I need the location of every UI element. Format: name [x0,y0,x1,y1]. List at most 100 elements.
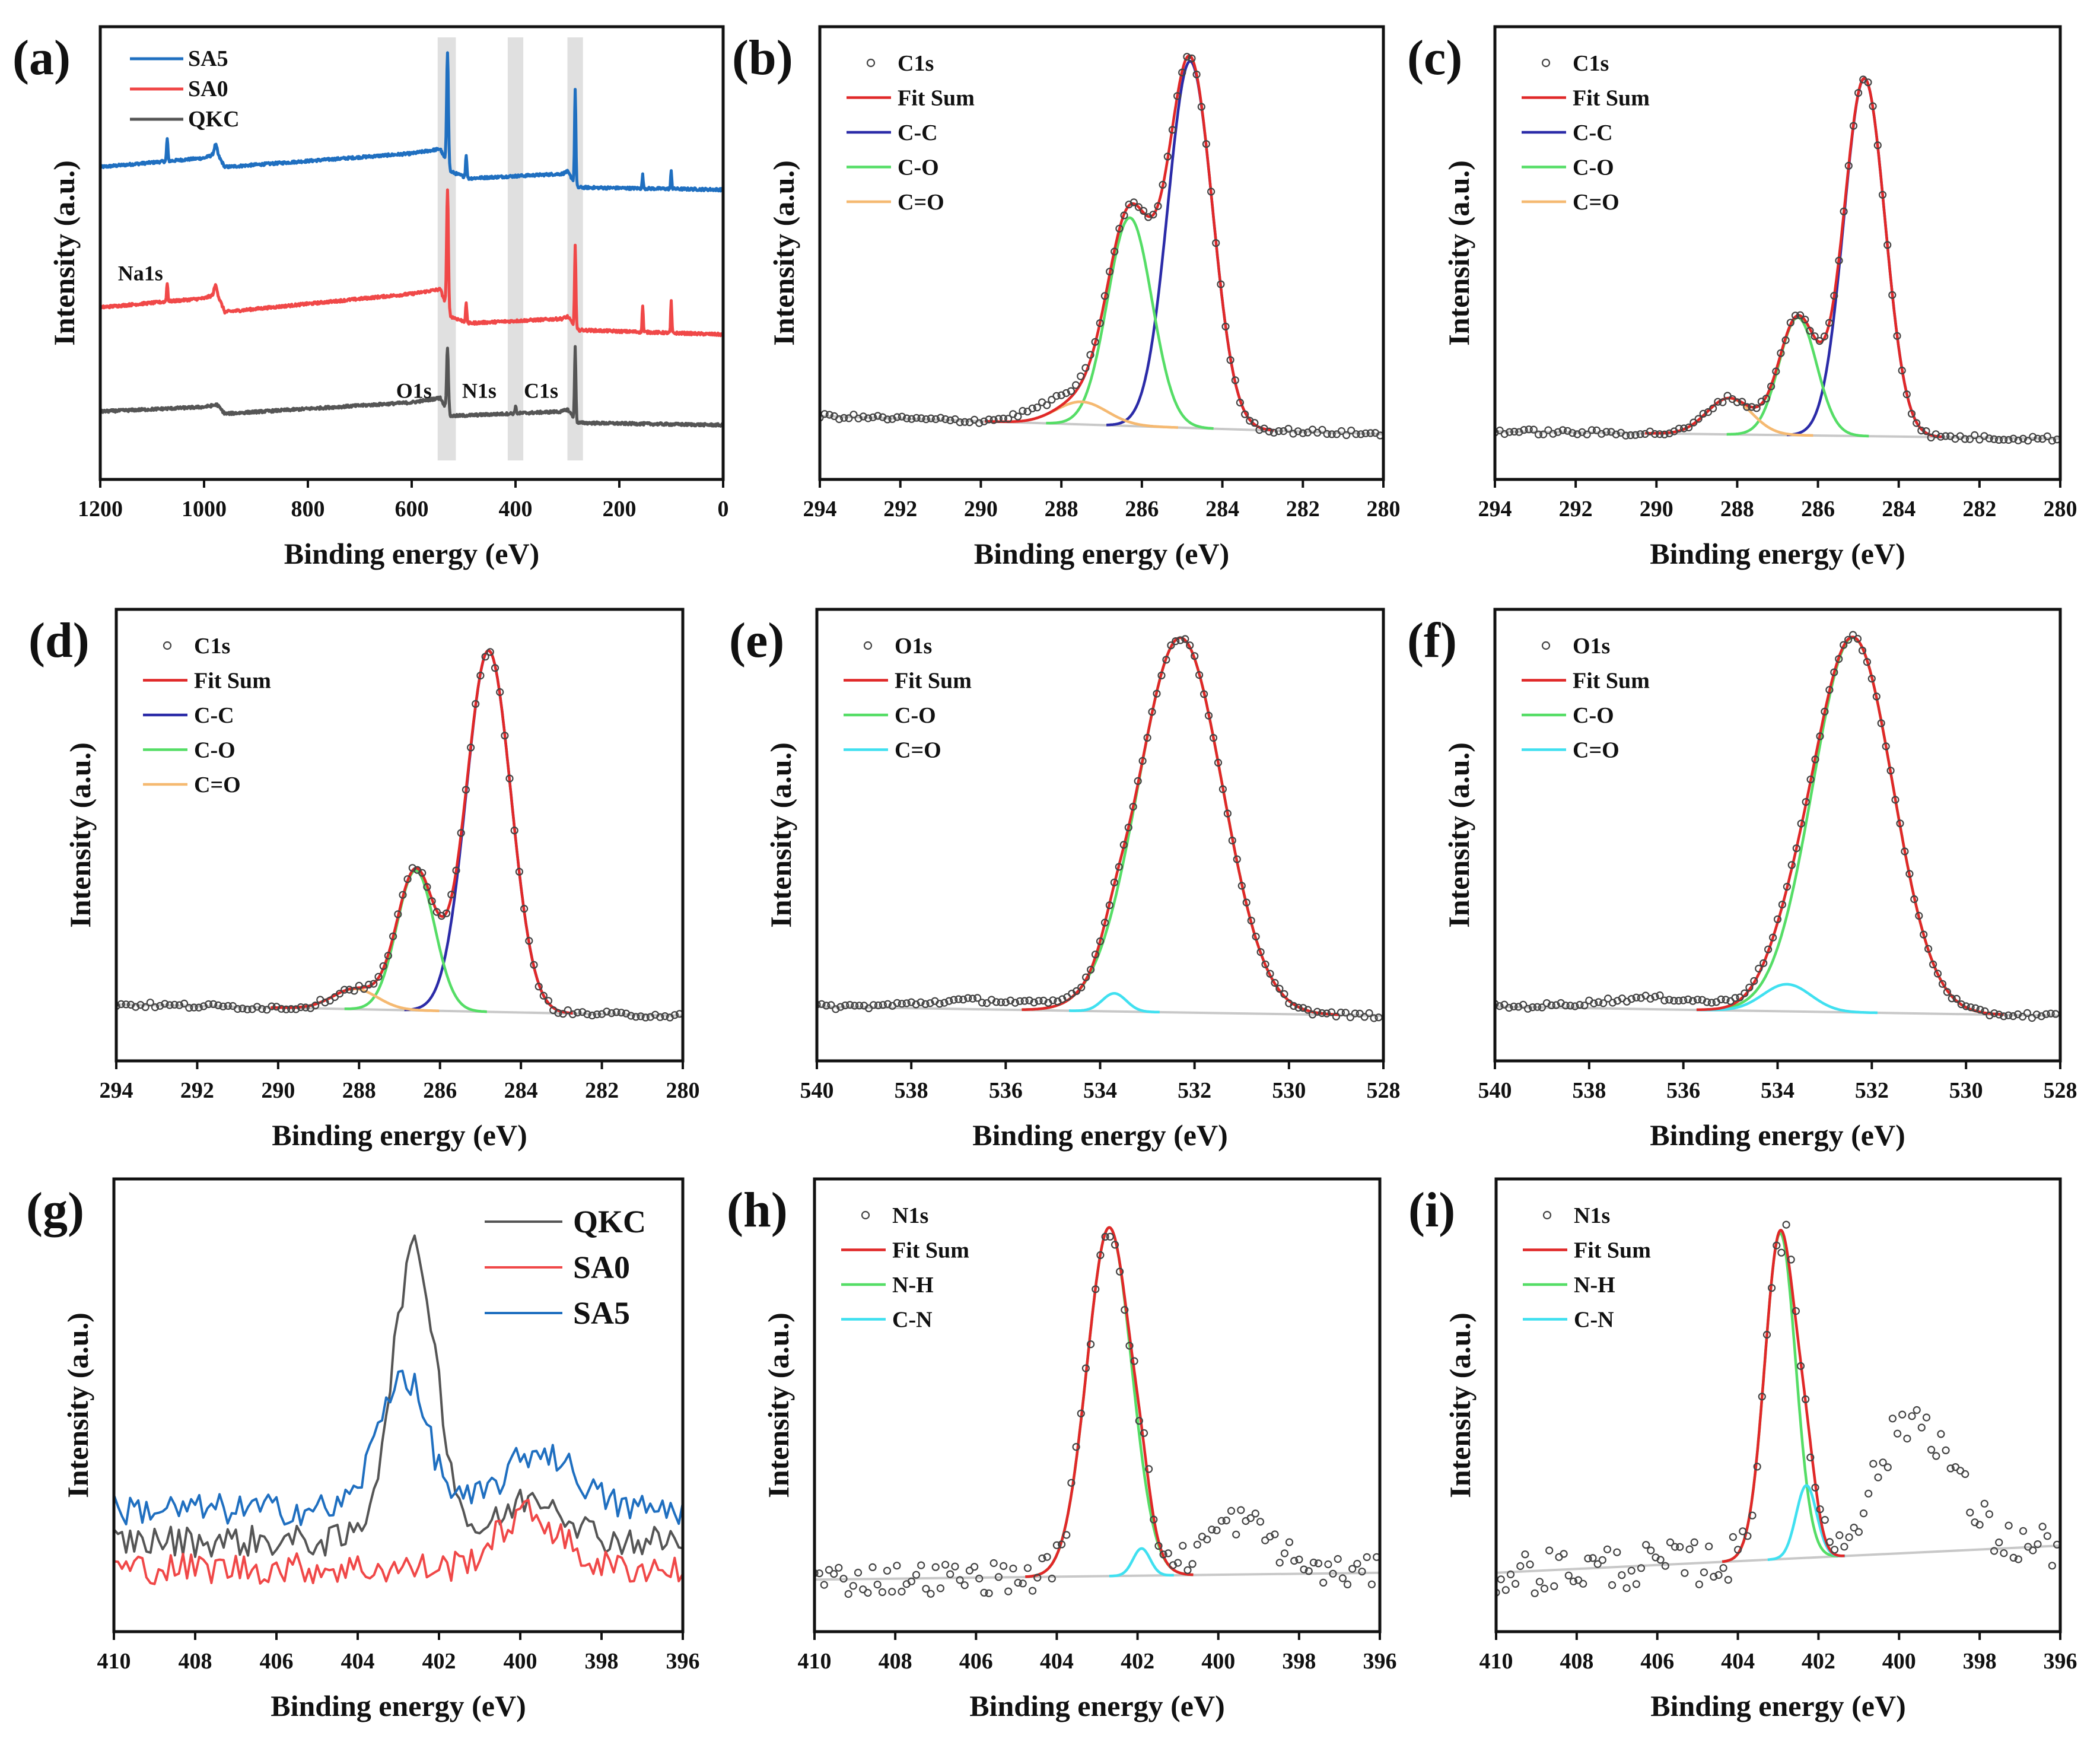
panel-letter: (h) [727,1183,788,1238]
data-point [1271,978,1279,987]
data-point [1337,1008,1345,1017]
data-point [1091,338,1099,346]
data-point [1207,187,1216,196]
data-point [931,415,940,424]
data-point [593,1010,602,1019]
data-point [1873,141,1882,150]
data-point [989,416,998,424]
data-point [1835,256,1843,265]
data-point [1580,1002,1589,1010]
data-point [1882,742,1890,751]
component-c-c [403,649,574,1015]
x-tick-label: 404 [1721,1649,1755,1674]
data-point [1801,315,1809,324]
baseline-line [817,1005,1383,1017]
x-tick-label: 410 [1479,1649,1513,1674]
data-point [1748,1511,1757,1520]
component-c-double-o [1696,983,1878,1015]
data-point [301,1003,310,1012]
data-point [1101,1232,1109,1241]
data-point [978,999,987,1007]
data-point [1975,436,1984,444]
data-point [1154,202,1162,210]
legend-label: Fit Sum [194,669,271,694]
data-point [1733,398,1741,406]
data-point [1197,103,1205,111]
data-point [1062,1531,1071,1539]
x-axis-label: Binding energy (eV) [972,1118,1228,1152]
data-point [1627,994,1636,1003]
data-point [1883,1463,1892,1471]
panel-a: 1200 1000 800 600 400 200 0 Binding energy (eV)… [12,25,729,570]
data-point [1228,836,1236,845]
x-tick-label: 404 [341,1649,375,1674]
data-point [1753,1463,1761,1471]
data-point [505,774,514,783]
data-point [116,1002,120,1010]
x-tick-label: 540 [800,1078,834,1103]
panel-h: 410 408 406 404 402 400 398 396 Binding energy (… [727,1177,1397,1722]
panel-g: 410 408 406 404 402 400 398 396 Binding energy (… [26,1177,700,1722]
x-tick-label: 534 [1761,1078,1794,1103]
data-point [1796,311,1805,319]
legend-label: C=O [898,190,944,215]
data-point [583,1010,591,1019]
data-point [1183,53,1191,61]
data-point [1124,824,1132,832]
data-point [1604,994,1612,1003]
peak-annotation: C1s [524,379,558,403]
data-point [1762,1330,1771,1339]
data-point [1661,1562,1669,1570]
data-point [868,413,877,421]
data-point [1167,641,1175,650]
legend-label: QKC [188,107,240,132]
data-point [902,999,911,1007]
data-point [1782,1220,1790,1229]
data-point [1922,427,1930,436]
fit-sum-line [270,649,574,1015]
data-point [1535,1578,1544,1586]
data-point [1816,1505,1824,1514]
x-tick-label: 294 [803,497,837,522]
data-point [1792,844,1800,853]
data-point [1995,1010,2003,1019]
data-point [1563,427,1572,435]
data-point [122,1000,130,1009]
data-point [1670,996,1678,1005]
data-point [1990,1009,1999,1018]
data-point [968,994,977,1003]
data-point [627,1012,635,1020]
data-point [1743,403,1751,411]
data-point [1352,430,1360,438]
data-point [2000,1549,2008,1557]
data-point [1348,1565,1357,1573]
data-point [1758,1393,1766,1401]
data-point [825,1566,833,1574]
panel-d: 294 292 290 288 286 284 282 280 Binding energy (… [28,608,700,1152]
panel-i: 410 408 406 404 402 400 398 396 Binding energy (… [1408,1177,2077,1722]
data-point [927,1590,935,1598]
x-tick-label: 398 [1963,1649,1997,1674]
x-tick-label: 396 [1363,1649,1397,1674]
data-point [1917,1423,1926,1432]
data-point [1896,819,1904,828]
plot-frame [1493,25,2062,481]
data-point [1878,190,1887,199]
data-point [1773,915,1782,924]
data-point [878,1588,887,1596]
data-point [2000,436,2008,444]
data-point [1199,690,1208,698]
x-tick-label: 536 [1666,1078,1700,1103]
data-point [893,413,901,421]
data-point [559,1010,567,1018]
data-point [1660,996,1669,1005]
data-point [999,1562,1008,1570]
data-point [185,1003,193,1012]
data-point [204,1000,213,1009]
data-point [927,414,935,422]
data-point [849,1582,857,1590]
data-point [287,1005,295,1013]
data-point [2029,1546,2037,1555]
data-point [1294,1003,1303,1012]
series-line-qkc [100,345,723,428]
